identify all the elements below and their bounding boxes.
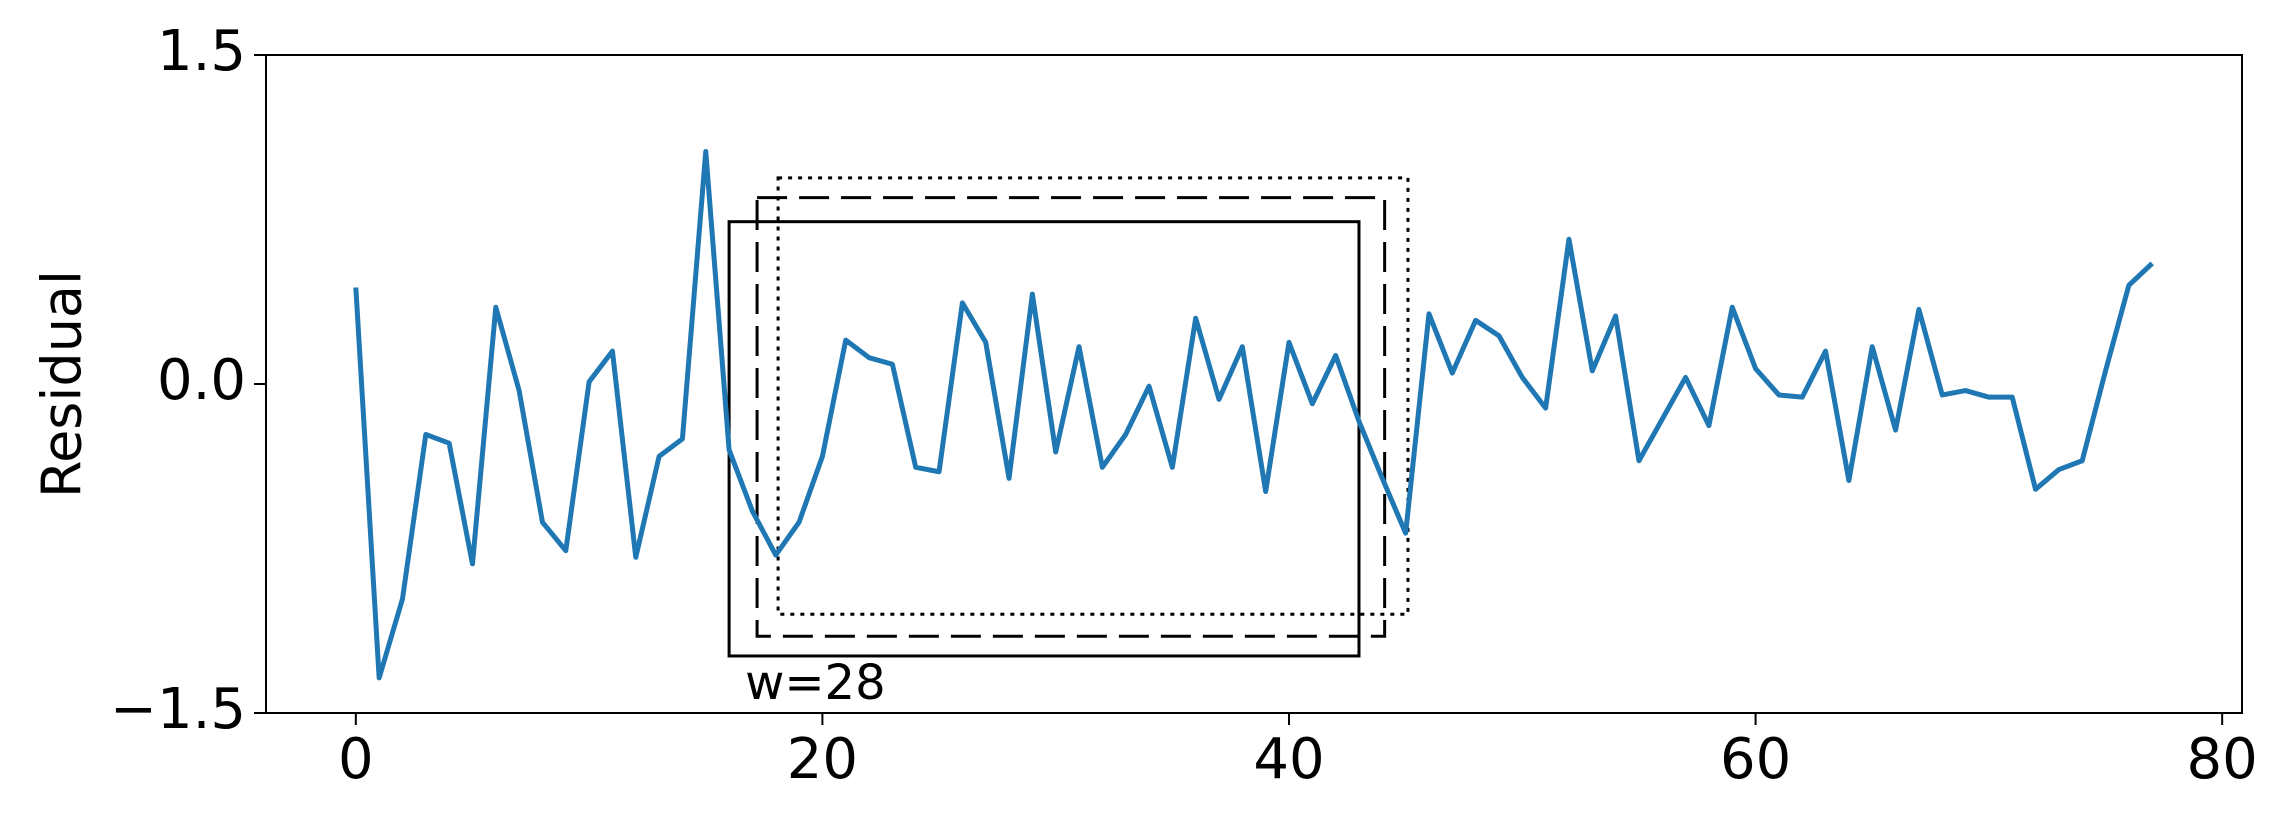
x-tick-label: 40 [1253, 727, 1324, 792]
window-box [776, 176, 1410, 616]
window-box [755, 196, 1387, 638]
x-tick-label: 20 [787, 727, 858, 792]
x-tick-label: 80 [2187, 727, 2258, 792]
y-tick-label: −1.5 [110, 677, 246, 742]
x-tick-label: 0 [338, 727, 374, 792]
window-label: w=28 [745, 655, 886, 711]
x-tick-label: 60 [1720, 727, 1791, 792]
y-tick-label: 0.0 [157, 348, 246, 413]
y-tick-label: 1.5 [157, 19, 246, 84]
line-series [353, 149, 2154, 681]
y-axis-label: Residual [31, 270, 94, 498]
